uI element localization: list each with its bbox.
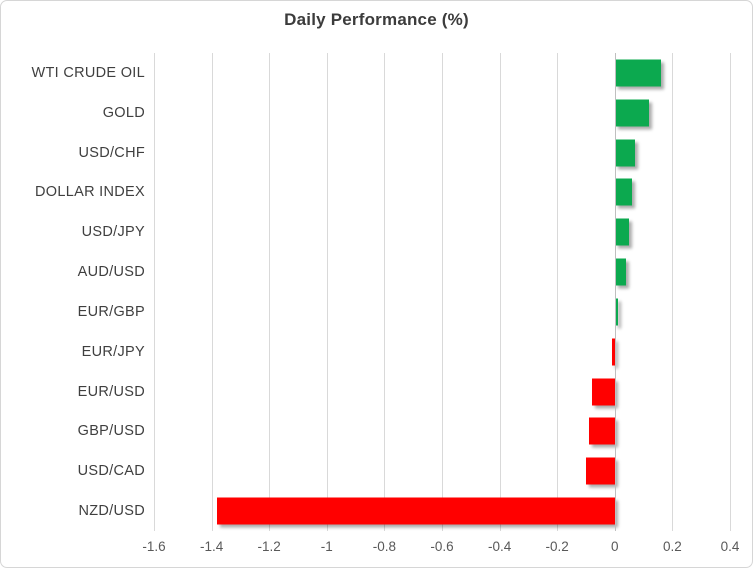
chart-title: Daily Performance (%)	[284, 10, 469, 29]
gridline	[384, 53, 386, 531]
category-label: USD/CHF	[78, 144, 145, 161]
plot-area	[154, 53, 731, 531]
gridline	[326, 53, 328, 531]
bar-dollar-index	[614, 178, 633, 206]
x-tick-label: -0.8	[372, 539, 397, 554]
gridline	[442, 53, 443, 531]
bar-gold	[614, 99, 650, 127]
gridline	[672, 53, 674, 531]
value-axis: -1.6 -1.4 -1.2 -1 -0.8 -0.6 -0.4 -0.2 0 0.2 0.4	[142, 539, 739, 559]
x-tick-label: 0.2	[663, 539, 682, 554]
gridline	[499, 53, 501, 531]
category-label: WTI CRUDE OIL	[31, 64, 145, 81]
x-tick-label: 0	[611, 539, 619, 554]
category-label: GOLD	[102, 104, 145, 121]
x-tick-label: 0.4	[720, 539, 740, 554]
category-label: AUD/USD	[77, 264, 145, 281]
category-label: GBP/USD	[77, 423, 145, 440]
category-label: DOLLAR INDEX	[35, 184, 145, 201]
gridline	[269, 53, 271, 531]
bar-eur-usd	[591, 378, 615, 406]
x-tick-label: -0.4	[487, 539, 512, 554]
x-tick-label: -0.6	[430, 539, 454, 554]
bar-usd-cad	[586, 457, 615, 485]
category-label: USD/CAD	[77, 463, 145, 480]
category-label: EUR/JPY	[81, 343, 145, 360]
x-tick-label: -1.4	[199, 539, 224, 554]
bar-eur-jpy	[611, 338, 615, 366]
category-label: EUR/GBP	[77, 303, 145, 320]
gridline	[211, 53, 213, 531]
bar-aud-usd	[614, 258, 627, 286]
gridline	[730, 53, 731, 531]
category-label: EUR/USD	[77, 383, 145, 400]
bar-gbp-usd	[588, 417, 615, 445]
x-tick-label: -1	[320, 539, 333, 554]
x-tick-label: -1.2	[257, 539, 281, 554]
bar-usd-jpy	[614, 218, 630, 246]
bar-usd-chf	[614, 139, 635, 167]
bar-wti-crude-oil	[614, 59, 661, 87]
category-axis: WTI CRUDE OIL GOLD USD/CHF DOLLAR INDEX USD/…	[1, 53, 145, 531]
bar-nzd-usd	[217, 497, 615, 525]
category-label: NZD/USD	[78, 503, 145, 520]
x-tick-label: -0.2	[545, 539, 569, 554]
gridline	[154, 53, 155, 531]
x-tick-label: -1.6	[142, 539, 166, 554]
zero-axis-line	[614, 53, 616, 531]
gridline	[557, 53, 559, 531]
bar-eur-gbp	[614, 298, 618, 326]
category-label: USD/JPY	[81, 224, 145, 241]
